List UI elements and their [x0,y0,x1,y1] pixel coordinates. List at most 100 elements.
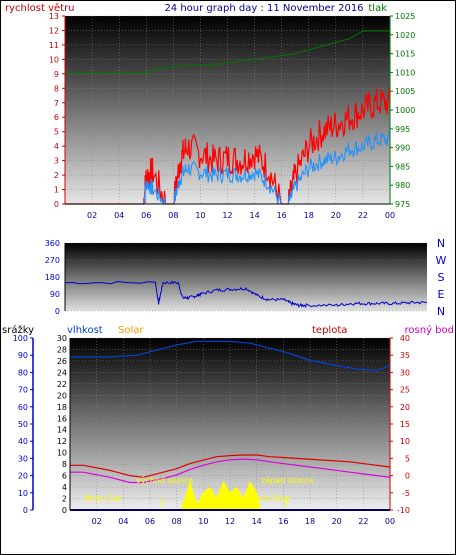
wind-tick-label: 0 [54,200,59,209]
time-tick-label: 14 [249,211,259,220]
rain-tick-label: 18 [57,403,67,412]
pressure-tick-label: 985 [395,162,410,171]
chart-title: 24 hour graph day : 11 November 2016 [164,3,363,14]
time-tick-label: 14 [252,517,262,526]
time-tick-label: 12 [225,517,235,526]
time-tick-label: 10 [198,517,208,526]
wind-direction-grid [65,242,427,312]
pressure-series [65,30,390,73]
humidity-tick-label: 60 [18,403,28,412]
time-tick-label: 02 [87,211,97,220]
humidity-tick-label: 90 [18,351,28,360]
rain-tick-label: 20 [57,391,67,400]
time-tick-label: 16 [277,211,287,220]
dew-point-series [70,458,391,484]
rain-tick-label: 10 [57,449,67,458]
compass-label: W [436,254,447,267]
wind-direction-series [64,280,428,309]
compass-label: N [437,237,445,250]
wind-tick-label: 2 [54,171,59,180]
time-tick-label: 12 [222,211,232,220]
humidity-axis-label: vlhkost [67,325,103,336]
temperature-tick-label: 30 [400,368,410,377]
humidity-tick-label: 100 [13,334,28,343]
rain-tick-label: 6 [62,472,67,481]
compass-label: E [438,288,445,301]
rain-tick-label: 16 [57,414,67,423]
direction-tick-label: 0 [55,307,60,316]
solar-label: Solar [118,325,144,336]
wind-average-series [65,130,391,206]
wind-tick-label: 10 [49,55,59,64]
pressure-tick-label: 990 [395,144,410,153]
pressure-tick-label: 1015 [395,50,415,59]
moon-set-annotation: Moon Set [84,494,121,503]
rain-tick-label: 22 [57,380,67,389]
temperature-tick-label: 35 [400,351,410,360]
wind-tick-label: 6 [54,113,59,122]
time-tick-label: 20 [331,211,341,220]
pressure-tick-label: 1000 [395,106,415,115]
wind-tick-label: 9 [54,70,59,79]
rain-tick-label: 14 [57,426,67,435]
direction-tick-label: 360 [45,239,60,248]
pressure-tick-label: 975 [395,200,410,209]
humidity-tick-label: 50 [18,420,28,429]
humidity-series [70,340,391,372]
time-tick-label: 04 [114,211,124,220]
time-tick-label: 18 [305,517,315,526]
humidity-tick-label: 30 [18,454,28,463]
temperature-tick-label: 10 [400,437,410,446]
temperature-tick-label: -10 [397,506,410,515]
solar-series [70,480,390,511]
dew-point-label: rosný bod [405,324,454,336]
rain-tick-label: 26 [57,357,67,366]
wind-direction-series [64,280,428,309]
pressure-tick-label: 1025 [395,12,415,21]
moon-rise-annotation: Moon Rise [249,494,290,503]
direction-tick-label: 180 [45,273,60,282]
temperature-axis-label: teplota [312,325,347,336]
pressure-tick-label: 1005 [395,87,415,96]
time-tick-label: 16 [278,517,288,526]
pressure-tick-label: 995 [395,125,410,134]
time-tick-label: 06 [141,211,151,220]
time-tick-label: 02 [92,517,102,526]
time-tick-label: 00 [385,211,395,220]
time-tick-label: 20 [332,517,342,526]
time-tick-label: 10 [195,211,205,220]
wind-tick-label: 7 [54,99,59,108]
wind-tick-label: 13 [49,12,59,21]
rain-tick-label: 30 [57,334,67,343]
wind-tick-label: 5 [54,128,59,137]
time-tick-label: 18 [304,211,314,220]
wind-axis-label: rychlost větru [5,2,75,14]
rain-tick-label: 12 [57,437,67,446]
rain-tick-label: 2 [62,495,67,504]
rain-tick-label: 0 [62,506,67,515]
direction-tick-label: 90 [50,290,60,299]
time-tick-label: 06 [145,517,155,526]
wind-tick-label: 1 [54,186,59,195]
pressure-tick-label: 980 [395,181,410,190]
wind-pressure-series [65,30,391,206]
humidity-tick-label: 0 [23,506,28,515]
temperature-tick-label: -5 [402,489,410,498]
humidity-tick-label: 70 [18,386,28,395]
pressure-axis-label: tlak [368,3,387,14]
temperature-tick-label: 40 [400,334,410,343]
pressure-tick-label: 1020 [395,31,415,40]
temp-humidity-plot-area [70,338,390,510]
sunrise-annotation: východ slunce [136,476,193,485]
time-tick-label: 04 [118,517,128,526]
wind-gust-series [65,87,391,205]
rain-tick-label: 4 [62,483,67,492]
rain-tick-label: 8 [62,460,67,469]
sunset-annotation: západ slunce [261,476,314,485]
time-tick-label: 22 [358,517,368,526]
humidity-tick-label: 80 [18,368,28,377]
time-tick-label: 08 [168,211,178,220]
temperature-tick-label: 5 [405,454,410,463]
